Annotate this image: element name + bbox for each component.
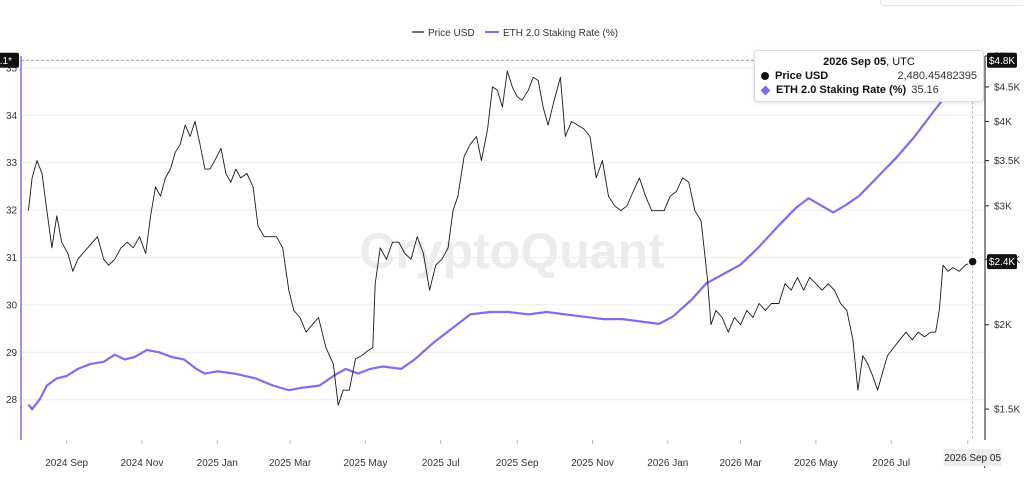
right-tick-label: $2K: [994, 320, 1012, 331]
hover-tooltip: 2026 Sep 05, UTC Price USD 2,480.4548239…: [754, 50, 984, 102]
tooltip-title: 2026 Sep 05, UTC: [755, 56, 983, 68]
x-tick-label: 2025 Mar: [269, 458, 312, 469]
left-tick-label: 30: [6, 300, 18, 311]
legend-staking-label: ETH 2.0 Staking Rate (%): [503, 28, 618, 39]
right-top-crosshair-label-text: $4.8K: [989, 56, 1015, 67]
left-tick-label: 33: [6, 158, 18, 169]
right-price-crosshair-label: $2.4K: [987, 254, 1017, 270]
left-tick-label: 34: [6, 111, 18, 122]
right-price-crosshair-label-text: $2.4K: [989, 257, 1015, 268]
x-tick-label: 2024 Nov: [121, 458, 164, 469]
left-tick-label: 32: [6, 206, 18, 217]
legend-price-label: Price USD: [428, 28, 475, 39]
left-crosshair-label: 35.1*: [0, 52, 19, 68]
staking-rate-line: [27, 59, 974, 411]
grid-lines: [21, 67, 985, 401]
left-tick-label: 29: [6, 348, 18, 359]
x-tick-label: 2026 Mar: [719, 458, 762, 469]
tooltip-staking-value: 35.16: [911, 84, 939, 96]
legend: Price USD ETH 2.0 Staking Rate (%): [412, 28, 618, 39]
x-axis-ticks: 2024 Sep 2024 Nov 2025 Jan 2025 Mar 2025 May…: [45, 440, 990, 469]
tooltip-timezone: , UTC: [886, 56, 915, 68]
price-dot-icon: [761, 72, 769, 80]
x-tick-label: 2026 Jul: [872, 458, 910, 469]
x-tick-label: 2024 Sep: [45, 458, 88, 469]
x-tick-label: 2025 May: [343, 458, 387, 469]
x-tick-label: 2025 Sep: [496, 458, 539, 469]
x-tick-label: 2025 Nov: [571, 458, 614, 469]
x-tick-label: 2026 Jan: [647, 458, 688, 469]
watermark-text: CryptoQuant: [359, 223, 665, 279]
staking-diamond-icon: [760, 85, 771, 95]
right-tick-label: $4.5K: [994, 82, 1020, 93]
tooltip-price-label: Price USD: [775, 70, 829, 82]
tooltip-price-value: 2,480.45482395: [897, 70, 977, 82]
left-crosshair-label-text: 35.1*: [0, 56, 12, 67]
price-hover-marker: [967, 256, 978, 267]
right-tick-label: $4K: [994, 117, 1012, 128]
right-axis-ticks: $1.5K$2K$2.5K$3K$3.5K$4K$4.5K$5K: [985, 52, 1020, 416]
x-tick-label: 2025 Jul: [422, 458, 460, 469]
right-tick-label: $1.5K: [994, 405, 1020, 416]
tooltip-date: 2026 Sep 05: [823, 56, 887, 68]
right-top-crosshair-label: $4.8K: [987, 52, 1017, 68]
price-line: [27, 70, 973, 406]
tooltip-price-row: Price USD 2,480.45482395: [761, 69, 977, 83]
x-tick-label: 2026 May: [794, 458, 838, 469]
right-tick-label: $3.5K: [994, 156, 1020, 167]
left-axis-ticks: 28 29 30 31 32 33 34 35: [6, 63, 18, 406]
x-crosshair-label-text: 2026 Sep 05: [944, 453, 1001, 464]
left-tick-label: 35: [6, 63, 18, 74]
x-tick-label: 2025 Jan: [197, 458, 238, 469]
left-tick-label: 31: [6, 253, 18, 264]
top-right-control-box[interactable]: [880, 0, 1024, 6]
tooltip-staking-row: ETH 2.0 Staking Rate (%) 35.16: [760, 83, 977, 97]
tooltip-staking-label: ETH 2.0 Staking Rate (%): [776, 84, 907, 96]
right-tick-label: $3K: [994, 201, 1012, 212]
x-crosshair-label: 2026 Sep 05: [943, 449, 1002, 466]
left-tick-label: 28: [6, 395, 18, 406]
